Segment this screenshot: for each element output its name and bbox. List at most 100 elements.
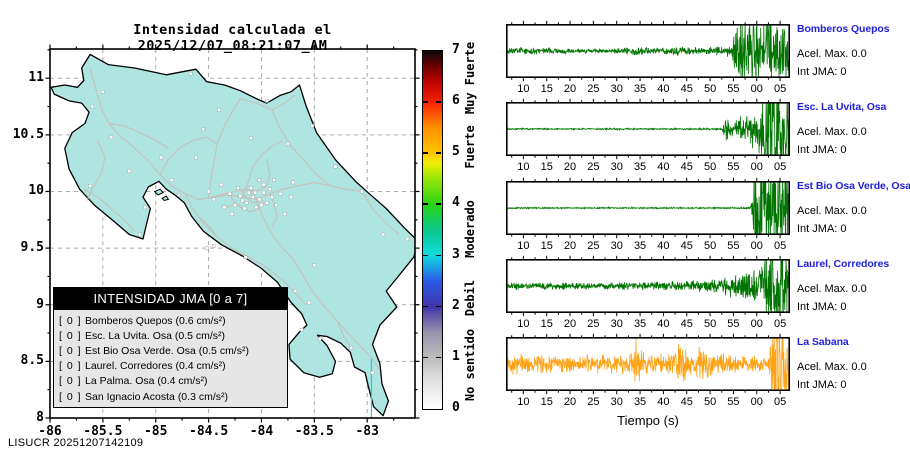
legend-item: [ 0 ] La Palma. Osa (0.4 cm/s²) — [54, 374, 287, 389]
road-line — [229, 194, 260, 213]
road-line — [197, 215, 218, 238]
map-title: Intensidad calculada el 2025/12/07_08:21… — [133, 22, 332, 54]
time-tick-label: 55 — [727, 396, 740, 408]
station-marker — [217, 108, 222, 112]
road-line — [361, 191, 400, 235]
intensity-category-label: Moderado — [463, 200, 477, 258]
time-tick-label: 10 — [517, 83, 530, 95]
station-marker — [244, 200, 249, 205]
legend-item: [ 0 ] Laurel. Corredores (0.4 cm/s²) — [54, 359, 287, 374]
time-tick-label: 35 — [633, 161, 647, 173]
station-marker — [349, 346, 354, 350]
station-marker — [272, 178, 277, 183]
colorbar-tick-label: 5 — [452, 144, 460, 160]
time-tick-label: 35 — [633, 318, 647, 330]
time-tick-label: 40 — [657, 396, 670, 408]
station-marker — [370, 370, 375, 375]
island — [153, 188, 164, 196]
colorbar-tick-label: 1 — [452, 348, 460, 364]
station-name: Est Bio Osa Verde, Osa — [797, 180, 910, 192]
station-marker — [243, 255, 248, 260]
station-marker — [249, 186, 253, 190]
time-tick-label: 35 — [633, 240, 647, 252]
map-xtick-label: -85.5 — [83, 424, 123, 439]
legend-item-label: Laurel. Corredores (0.4 cm/s²) — [85, 360, 226, 373]
legend-header: INTENSIDAD JMA [0 a 7] — [54, 288, 287, 310]
station-marker — [127, 169, 132, 173]
legend-item: [ 0 ] San Ignacio Acosta (0.3 cm/s²) — [54, 389, 287, 404]
colorbar-tick — [423, 152, 428, 154]
colorbar-tick — [436, 203, 441, 205]
seismogram-plot — [506, 333, 790, 395]
time-tick-label: 10 — [517, 240, 530, 252]
station-marker — [293, 289, 298, 293]
legend-item-label: La Palma. Osa (0.4 cm/s²) — [85, 375, 208, 388]
island — [161, 195, 170, 202]
time-tick-row: 10 15 20 25 30 35 40 45 50 55 00 05 — [506, 318, 790, 330]
time-tick-label: 45 — [680, 240, 693, 252]
road-line — [269, 193, 278, 228]
time-tick-label: 50 — [703, 396, 717, 408]
map-xtick-label: -86 — [38, 424, 62, 439]
time-tick-row: 10 15 20 25 30 35 40 45 50 55 00 05 — [506, 396, 790, 408]
seismogram-trace — [507, 182, 789, 234]
time-tick-label: 40 — [657, 83, 670, 95]
time-tick-label: 05 — [773, 240, 787, 252]
station-marker — [333, 164, 338, 169]
station-marker — [159, 155, 163, 160]
time-tick-label: 40 — [657, 318, 670, 330]
colorbar-tick — [436, 152, 441, 154]
station-marker — [405, 237, 410, 241]
station-marker — [251, 195, 255, 199]
station-marker — [381, 232, 385, 237]
map-xtick-label: -85 — [143, 424, 168, 439]
station-marker — [261, 190, 266, 195]
station-int-jma: Int JMA: 0 — [797, 144, 847, 156]
station-marker — [138, 232, 142, 237]
time-tick-label: 40 — [657, 240, 670, 252]
station-int-jma: Int JMA: 0 — [797, 301, 847, 313]
time-tick-label: 05 — [773, 161, 787, 173]
time-tick-label: 20 — [563, 240, 577, 252]
time-tick-label: 00 — [750, 161, 763, 173]
station-marker — [238, 194, 243, 198]
road-line — [271, 109, 331, 187]
legend-item: [ 0 ] Esc. La Uvita. Osa (0.5 cm/s²) — [54, 328, 287, 343]
legend-item-intensity: [ 0 ] — [59, 329, 82, 342]
time-tick-label: 45 — [680, 83, 693, 95]
colorbar-tick — [436, 101, 441, 103]
station-marker — [201, 127, 206, 131]
station-marker — [261, 182, 266, 187]
legend-item-label: San Ignacio Acosta (0.3 cm/s²) — [85, 390, 228, 403]
seismogram-plot — [506, 177, 790, 239]
time-tick-label: 10 — [517, 318, 530, 330]
station-marker — [257, 197, 262, 202]
station-int-jma: Int JMA: 0 — [797, 66, 847, 78]
station-marker — [246, 190, 251, 195]
time-tick-label: 00 — [750, 396, 763, 408]
road-line — [184, 193, 307, 306]
road-line — [109, 122, 169, 149]
map-ytick-label: 9.5 — [20, 240, 44, 256]
station-marker — [257, 178, 262, 183]
colorbar-tick-label: 3 — [452, 246, 460, 262]
map-frame — [49, 48, 416, 419]
time-tick-label: 20 — [563, 161, 577, 173]
legend-item: [ 0 ] Bomberos Quepos (0.6 cm/s²) — [54, 313, 287, 328]
station-marker — [259, 203, 264, 207]
time-tick-label: 15 — [540, 161, 553, 173]
map-xtick-label: -84 — [249, 424, 274, 439]
station-marker — [188, 71, 193, 76]
colorbar-tick-label: 0 — [452, 400, 460, 415]
seismogram-plot — [506, 255, 790, 317]
map-ytick-label: 10.5 — [12, 126, 44, 142]
station-marker — [143, 205, 147, 210]
station-name: Esc. La Uvita, Osa — [797, 101, 887, 113]
time-tick-label: 20 — [563, 83, 577, 95]
time-tick-label: 55 — [727, 83, 740, 95]
station-acel-max: Acel. Max. 0.0 — [797, 361, 867, 373]
time-tick-label: 15 — [540, 240, 553, 252]
time-tick-label: 50 — [703, 240, 717, 252]
station-acel-max: Acel. Max. 0.0 — [797, 283, 867, 295]
